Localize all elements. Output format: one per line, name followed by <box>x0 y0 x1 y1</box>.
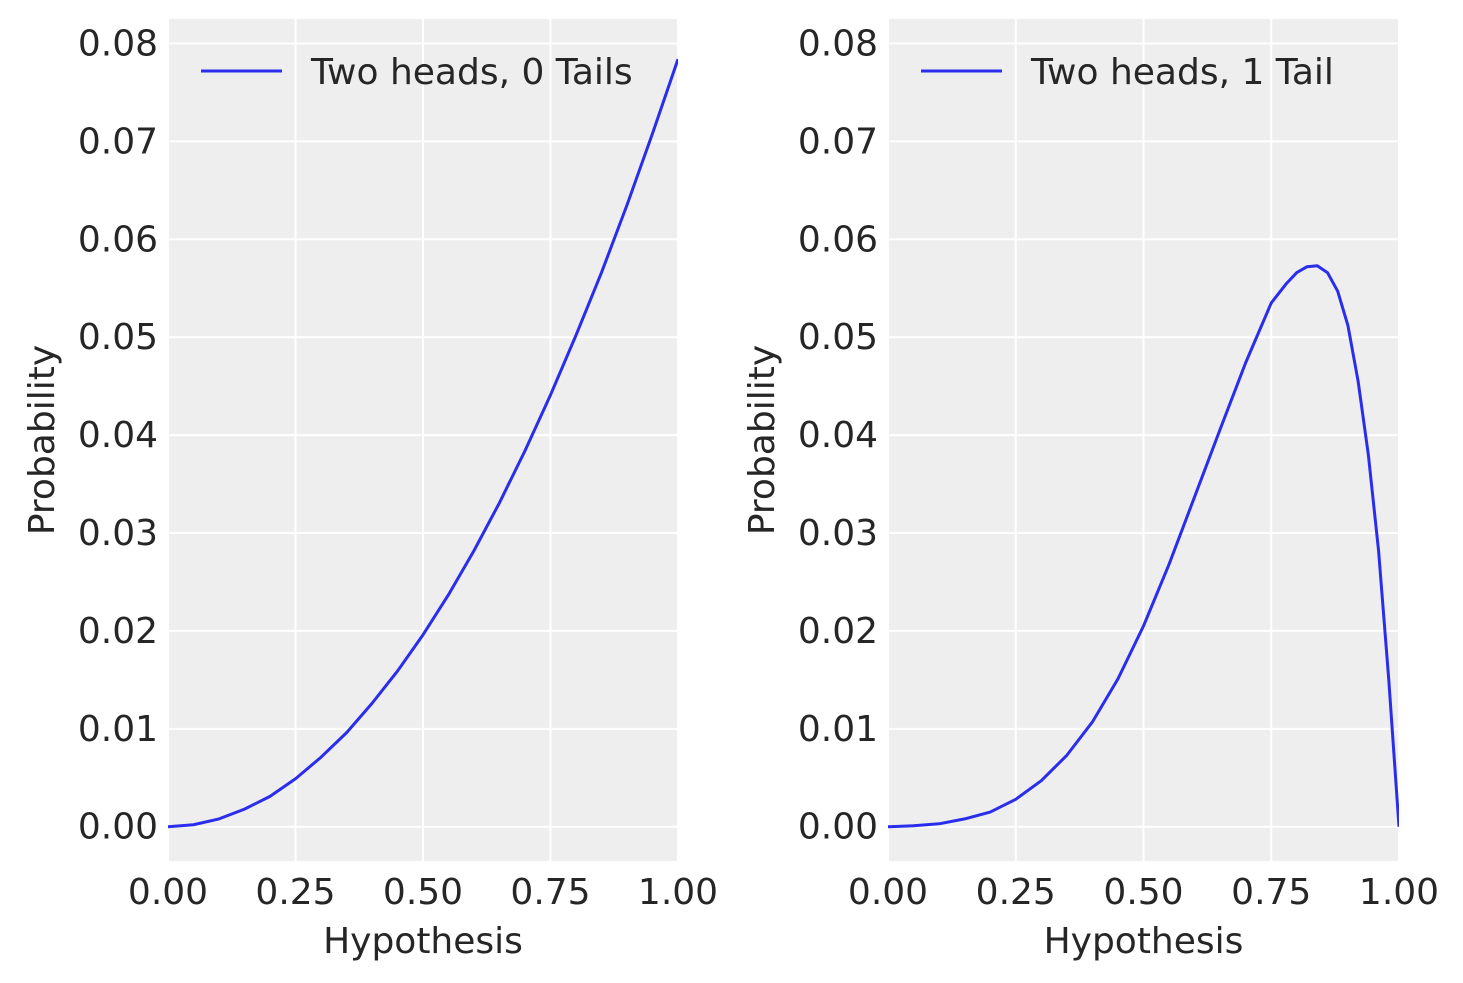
chart-0-ytick-label-6: 0.06 <box>78 219 158 260</box>
chart-0-xtick-label-2: 0.50 <box>383 872 463 913</box>
chart-1-legend-label-0: Two heads, 1 Tail <box>1030 52 1334 93</box>
chart-0-xtick-label-4: 1.00 <box>638 872 718 913</box>
chart-0-ytick-label-8: 0.08 <box>78 23 158 64</box>
chart-0-ytick-label-5: 0.05 <box>78 317 158 358</box>
chart-1-ytick-label-6: 0.06 <box>798 219 878 260</box>
chart-0-y-axis-label: Probability <box>22 345 63 535</box>
chart-1-ytick-label-0: 0.00 <box>798 807 878 848</box>
chart-1-ytick-label-7: 0.07 <box>798 121 878 162</box>
chart-0-ytick-label-3: 0.03 <box>78 513 158 554</box>
chart-0-xtick-label-3: 0.75 <box>510 872 590 913</box>
chart-1-ytick-label-3: 0.03 <box>798 513 878 554</box>
chart-0-xtick-label-0: 0.00 <box>128 872 208 913</box>
chart-1-ytick-label-2: 0.02 <box>798 611 878 652</box>
chart-1-series-line-0 <box>888 264 1399 829</box>
chart-1-ytick-label-4: 0.04 <box>798 415 878 456</box>
chart-0-ytick-label-1: 0.01 <box>78 709 158 750</box>
chart-1-x-axis-label: Hypothesis <box>1044 921 1244 962</box>
chart-0-ytick-label-0: 0.00 <box>78 807 158 848</box>
chart-1-xtick-label-2: 0.50 <box>1103 872 1183 913</box>
chart-1-xtick-label-3: 0.75 <box>1231 872 1311 913</box>
chart-0-ytick-label-4: 0.04 <box>78 415 158 456</box>
chart-1-ytick-label-1: 0.01 <box>798 709 878 750</box>
chart-1-xtick-label-4: 1.00 <box>1359 872 1439 913</box>
chart-0-x-axis-label: Hypothesis <box>323 921 523 962</box>
chart-panel-right: 0.00 0.25 0.50 0.75 1.00 0.00 0.01 0.02 0.03 0.04… <box>742 19 1439 962</box>
chart-1-y-axis-label: Probability <box>742 345 783 535</box>
chart-1-xtick-label-0: 0.00 <box>848 872 928 913</box>
chart-panel-left: 0.00 0.25 0.50 0.75 1.00 0.00 0.01 0.02 0.03 0.04… <box>22 19 718 962</box>
chart-1-xtick-label-1: 0.25 <box>976 872 1056 913</box>
chart-0-series-line-0 <box>168 58 678 829</box>
chart-0-xtick-label-1: 0.25 <box>255 872 335 913</box>
chart-1-ytick-label-5: 0.05 <box>798 317 878 358</box>
chart-0-ytick-label-7: 0.07 <box>78 121 158 162</box>
chart-0-legend-label-0: Two heads, 0 Tails <box>310 52 633 93</box>
chart-1-ytick-label-8: 0.08 <box>798 23 878 64</box>
chart-0-ytick-label-2: 0.02 <box>78 611 158 652</box>
